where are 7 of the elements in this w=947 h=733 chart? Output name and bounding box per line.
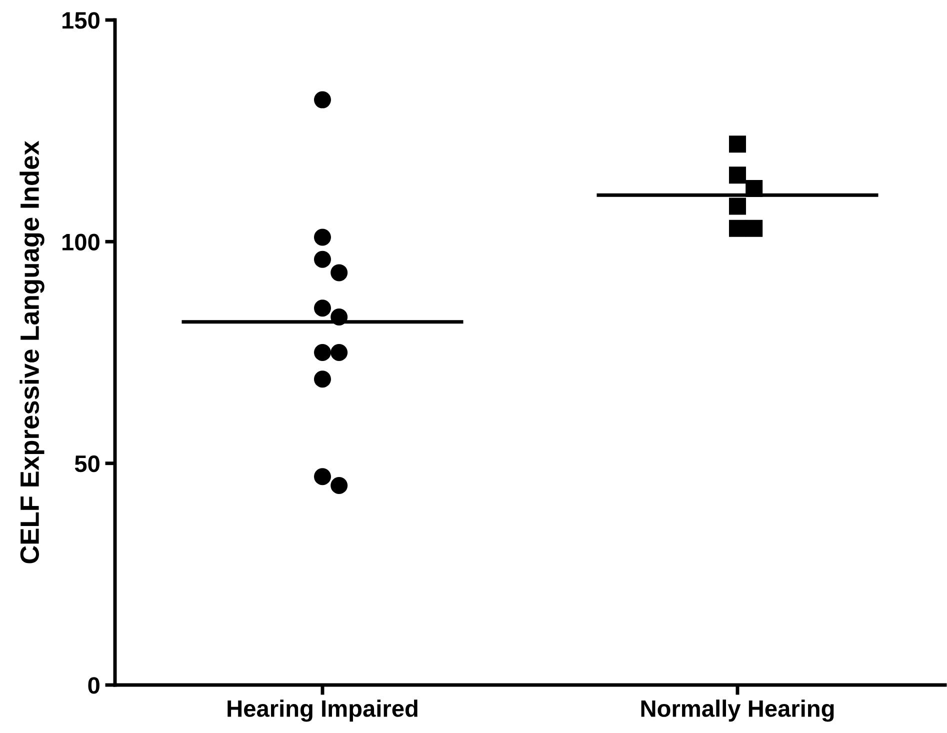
y-tick-label: 100 <box>62 234 100 250</box>
y-tick-label: 50 <box>74 455 100 472</box>
y-tick-label: 0 <box>88 677 100 694</box>
y-tick-label: 150 <box>62 12 100 29</box>
x-tick-label: Hearing Impaired <box>228 700 418 722</box>
y-axis-title: CELF Expressive Language Index <box>20 140 44 564</box>
x-tick-label: Normally Hearing <box>641 700 834 722</box>
